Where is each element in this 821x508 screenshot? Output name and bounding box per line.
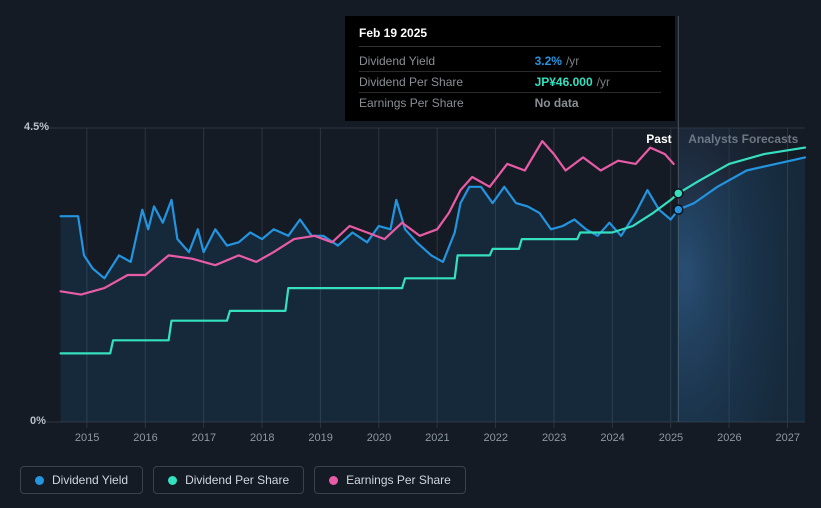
tooltip-row-label: Earnings Per Share (359, 93, 535, 114)
tooltip-row-value-cell: No data (535, 93, 661, 114)
tooltip-row: Earnings Per Share No data (359, 93, 661, 114)
chart-legend: Dividend Yield Dividend Per Share Earnin… (20, 466, 466, 494)
chart-tooltip: Feb 19 2025 Dividend Yield 3.2%/yr Divid… (345, 16, 675, 121)
x-axis-tick-label: 2023 (542, 432, 566, 444)
legend-dot-icon (168, 476, 177, 485)
x-axis-tick-label: 2017 (192, 432, 216, 444)
tooltip-table: Dividend Yield 3.2%/yr Dividend Per Shar… (359, 51, 661, 113)
x-axis-tick-label: 2025 (659, 432, 683, 444)
x-axis-tick-label: 2027 (775, 432, 799, 444)
legend-item-label: Dividend Yield (52, 473, 128, 487)
x-axis-tick-label: 2019 (308, 432, 332, 444)
x-axis-tick-label: 2021 (425, 432, 449, 444)
tooltip-row-label: Dividend Yield (359, 51, 535, 72)
tooltip-row-unit: /yr (593, 75, 610, 89)
legend-item-dividend-per-share[interactable]: Dividend Per Share (153, 466, 304, 494)
legend-item-earnings-per-share[interactable]: Earnings Per Share (314, 466, 466, 494)
legend-dot-icon (35, 476, 44, 485)
past-label: Past (646, 132, 671, 146)
legend-item-label: Earnings Per Share (346, 473, 451, 487)
x-axis-tick-label: 2018 (250, 432, 274, 444)
tooltip-row-value-cell: 3.2%/yr (535, 51, 661, 72)
dividend-chart: 4.5% 0% 2015 2016 2017 2018 2019 2020 2021 2022… (0, 0, 821, 508)
tooltip-row-unit: /yr (562, 54, 579, 68)
tooltip-row-value: No data (535, 96, 579, 110)
legend-item-label: Dividend Per Share (185, 473, 289, 487)
x-axis-tick-label: 2016 (133, 432, 157, 444)
tooltip-row: Dividend Per Share JP¥46.000/yr (359, 72, 661, 93)
y-axis-min-label: 0% (30, 415, 46, 427)
tooltip-row-label: Dividend Per Share (359, 72, 535, 93)
tooltip-row-value-cell: JP¥46.000/yr (535, 72, 661, 93)
tooltip-row: Dividend Yield 3.2%/yr (359, 51, 661, 72)
forecast-label: Analysts Forecasts (688, 132, 798, 146)
x-axis-tick-label: 2020 (367, 432, 391, 444)
legend-dot-icon (329, 476, 338, 485)
tooltip-row-value: 3.2% (535, 54, 562, 68)
legend-item-dividend-yield[interactable]: Dividend Yield (20, 466, 143, 494)
tooltip-row-value: JP¥46.000 (535, 75, 593, 89)
tooltip-date: Feb 19 2025 (359, 26, 661, 47)
x-axis-tick-label: 2026 (717, 432, 741, 444)
x-axis-tick-label: 2022 (484, 432, 508, 444)
tooltip-row-unit (579, 96, 583, 110)
y-axis-max-label: 4.5% (24, 121, 49, 133)
x-axis-tick-label: 2015 (75, 432, 99, 444)
x-axis-tick-label: 2024 (600, 432, 624, 444)
